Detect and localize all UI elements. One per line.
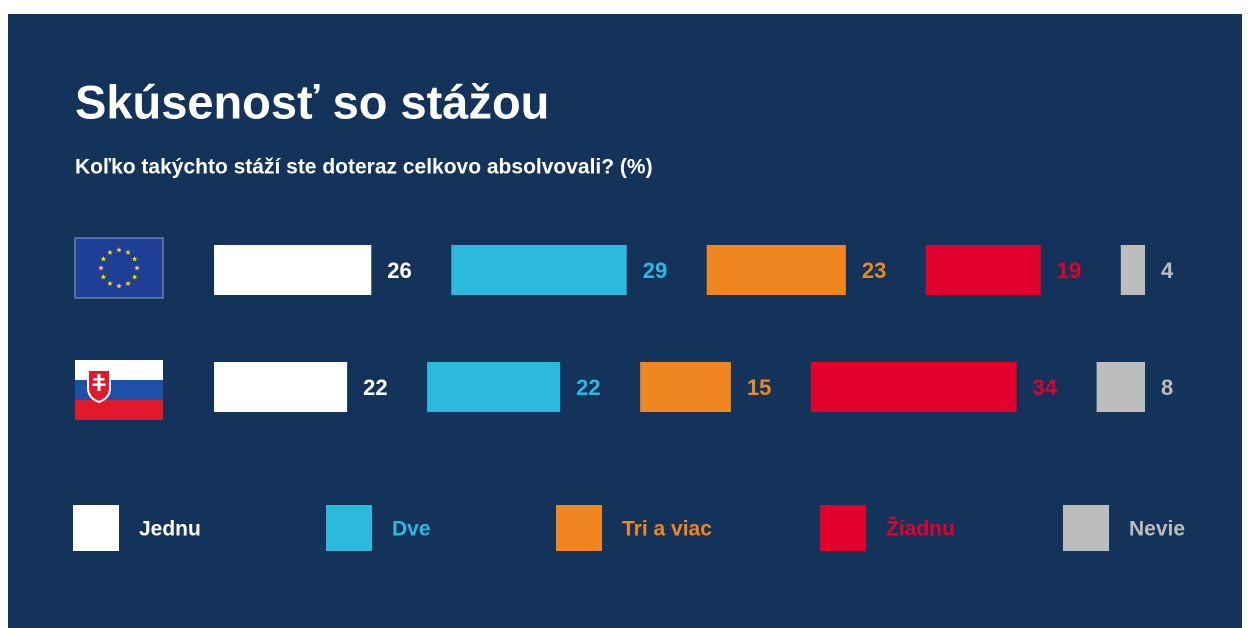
chart-title: Skúsenosť so stážou: [75, 75, 549, 128]
sk-flag: [75, 360, 163, 420]
value-label: 34: [1033, 375, 1058, 400]
legend-label: Dve: [392, 518, 431, 541]
bar: [706, 245, 846, 295]
value-label: 19: [1057, 258, 1081, 283]
bar: [1096, 362, 1145, 412]
value-label: 29: [643, 258, 667, 283]
eu-flag: [74, 237, 164, 299]
legend-label: Tri a viac: [622, 518, 712, 541]
legend-swatch: [73, 505, 119, 551]
legend-swatch: [1063, 505, 1109, 551]
background: [8, 14, 1242, 628]
legend-label: Jednu: [139, 518, 201, 541]
legend-label: Nevie: [1129, 518, 1185, 541]
value-label: 15: [747, 375, 771, 400]
bar: [427, 362, 561, 412]
value-label: 23: [862, 258, 886, 283]
value-label: 22: [576, 375, 600, 400]
legend-swatch: [820, 505, 866, 551]
bar: [214, 362, 348, 412]
value-label: 22: [363, 375, 387, 400]
chart-subtitle: Koľko takýchto stáží ste doteraz celkovo…: [75, 156, 653, 179]
value-label: 4: [1161, 258, 1174, 283]
bar: [810, 362, 1017, 412]
legend-label: Žiadnu: [886, 517, 955, 541]
bar: [1120, 245, 1145, 295]
bar: [925, 245, 1041, 295]
value-label: 8: [1161, 375, 1173, 400]
legend-swatch: [556, 505, 602, 551]
bar: [214, 245, 372, 295]
bar: [640, 362, 731, 412]
bar: [451, 245, 627, 295]
legend-swatch: [326, 505, 372, 551]
value-label: 26: [387, 258, 411, 283]
